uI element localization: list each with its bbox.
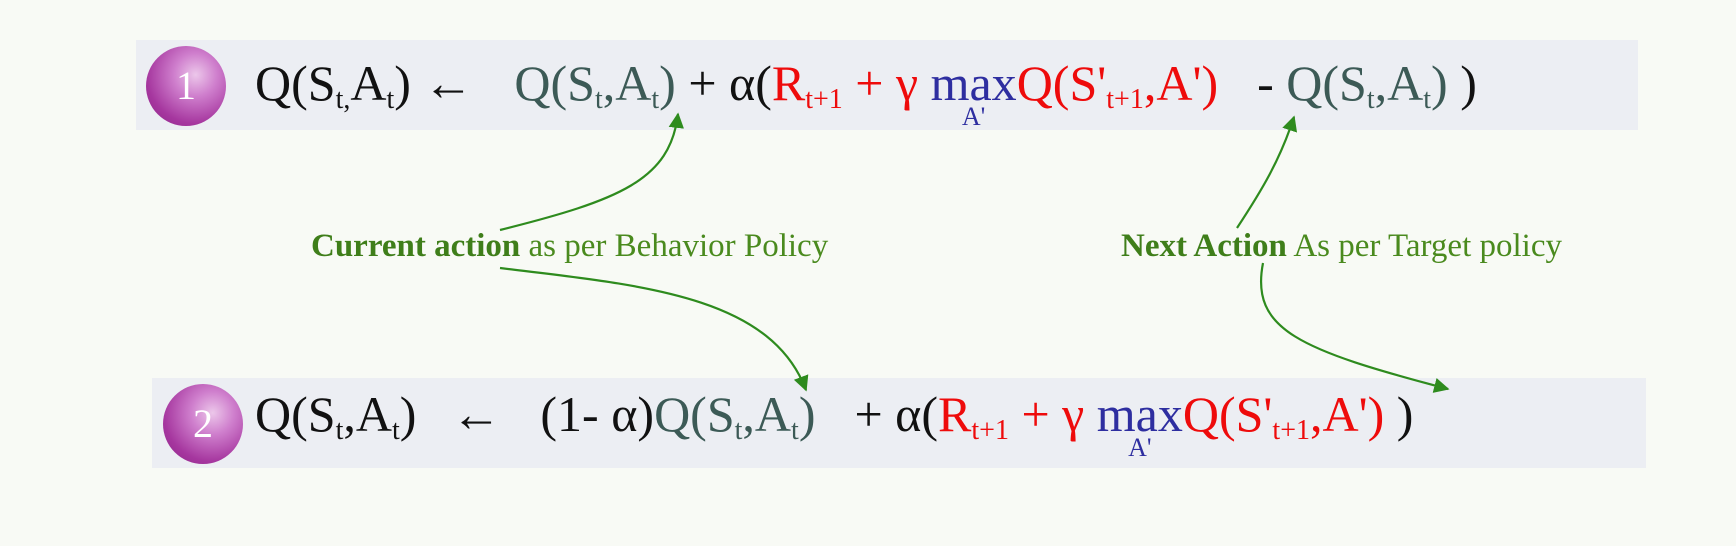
eq2-one-minus-alpha: (1- α) [540, 386, 655, 442]
equation-2-background [152, 378, 1646, 468]
next-action-annotation: Next Action As per Target policy [1121, 228, 1562, 265]
eq2-plus-alpha: + α( [854, 386, 939, 442]
eq2-target-q-term: Q(S't+1,A') [1182, 386, 1385, 446]
equation-1-background [136, 40, 1638, 130]
eq2-reward-term: Rt+1 + γ [938, 386, 1085, 446]
eq2-close-paren: ) [1396, 386, 1414, 442]
arrow-next-action-to-eq1 [1236, 115, 1298, 229]
eq2-max-operator: max A' [1096, 386, 1183, 462]
current-action-label: Current action [311, 228, 521, 264]
eq2-assign-arrow: ← [451, 386, 502, 442]
eq1-target-q-term: Q(S't+1,A') [1016, 55, 1219, 115]
eq1-lhs: Q(St,At) [255, 55, 411, 115]
eq1-max-subscript: A' [961, 102, 986, 131]
eq2-lhs: Q(St,At) [255, 386, 417, 446]
eq1-close-paren: ) [1460, 55, 1477, 111]
eq1-minus: - [1257, 55, 1287, 111]
eq1-reward-term: Rt+1 + γ [771, 55, 919, 115]
equation-1-number-badge: 1 [146, 46, 226, 126]
q-learning-update-equation: Q(St,At) ← Q(St,At) + α(Rt+1 + γ max A' Q(… [255, 54, 1477, 131]
next-action-description: As per Target policy [1286, 228, 1562, 264]
eq1-assign-arrow: ← [423, 55, 474, 111]
eq1-current-q-term: Q(St,At) [514, 55, 676, 115]
current-action-description: as per Behavior Policy [520, 228, 829, 264]
arrow-current-action-to-eq1 [499, 112, 684, 232]
eq1-plus-alpha: + α( [688, 55, 772, 111]
eq2-current-q-term: Q(St,At) [654, 386, 816, 446]
arrow-next-action-to-eq2 [1259, 262, 1450, 393]
equation-2-number-badge: 2 [163, 384, 243, 464]
eq2-max-subscript: A' [1128, 433, 1152, 462]
current-action-annotation: Current action as per Behavior Policy [311, 228, 828, 265]
eq1-max-operator: max A' [930, 55, 1017, 131]
arrow-current-action-to-eq2 [499, 266, 809, 392]
q-learning-alternate-equation: Q(St,At) ← (1- α)Q(St,At) + α(Rt+1 + γ m… [255, 385, 1414, 462]
next-action-label: Next Action [1121, 228, 1287, 264]
eq1-current-q-term-2: Q(St,At) [1286, 55, 1448, 115]
